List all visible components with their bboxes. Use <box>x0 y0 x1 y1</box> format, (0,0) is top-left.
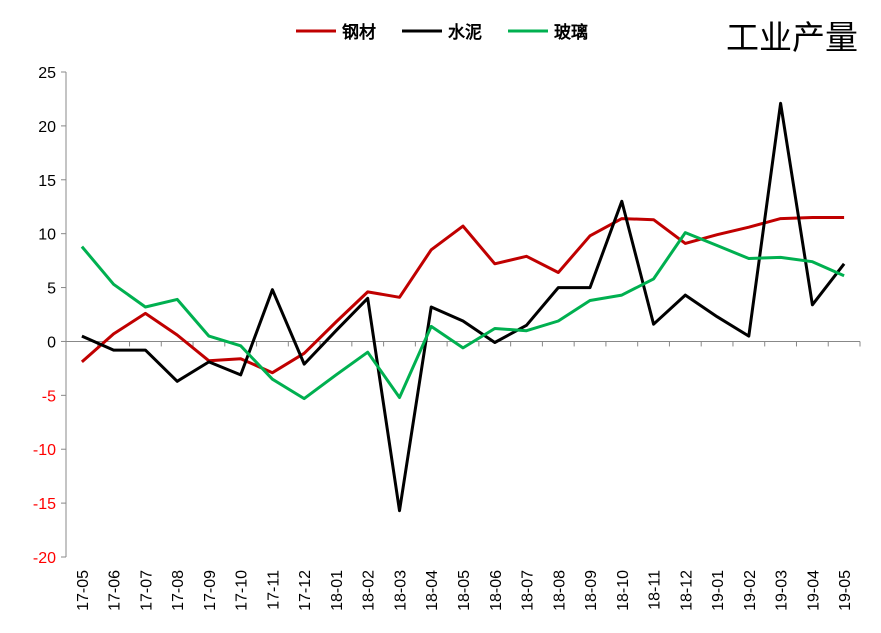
legend-label: 钢材 <box>342 22 376 43</box>
x-tick-label: 19-01 <box>710 570 727 611</box>
x-tick-label: 18-03 <box>392 570 409 611</box>
x-tick-label: 18-08 <box>551 570 568 611</box>
x-tick-label: 19-05 <box>837 570 854 611</box>
y-tick-label: 0 <box>47 334 56 351</box>
y-tick-label: 25 <box>38 65 56 82</box>
x-tick-label: 17-07 <box>138 570 155 611</box>
x-tick-label: 18-04 <box>424 570 441 611</box>
y-tick-label: -5 <box>42 388 56 405</box>
chart-title: 工业产量 <box>726 18 858 57</box>
axes: 25 20 15 10 5 0 -5 -10 -15 -20 17-05 17-06 17-07 17-0… <box>33 65 861 611</box>
series-line-2 <box>81 101 846 513</box>
x-tick-label: 18-10 <box>615 570 632 611</box>
y-tick-label: -15 <box>33 496 56 513</box>
y-tick-label: 15 <box>38 173 56 190</box>
x-tick-label: 17-05 <box>75 570 92 611</box>
x-tick-label: 18-11 <box>647 570 664 610</box>
y-tick-label: 5 <box>47 281 56 298</box>
x-tick-label: 18-02 <box>361 570 378 611</box>
y-tick-label: -10 <box>33 442 56 459</box>
x-tick-label: 18-05 <box>456 570 473 611</box>
x-tick-label: 19-03 <box>774 570 791 611</box>
y-tick-label: 10 <box>38 227 56 244</box>
y-tick-label: -20 <box>33 550 56 567</box>
x-tick-label: 17-10 <box>234 570 251 611</box>
x-tick-label: 19-04 <box>805 570 822 611</box>
x-tick-label: 18-12 <box>678 570 695 611</box>
x-tick-label: 18-09 <box>583 570 600 611</box>
legend-label: 水泥 <box>448 22 482 43</box>
x-tick-label: 18-01 <box>329 570 346 611</box>
x-tick-label: 17-12 <box>297 570 314 611</box>
legend-label: 玻璃 <box>554 22 588 43</box>
legend: 钢材 水泥 玻璃 <box>296 22 588 43</box>
series-line-3 <box>80 231 845 401</box>
x-tick-label: 17-08 <box>170 570 187 611</box>
x-tick-label: 18-07 <box>520 570 537 611</box>
x-tick-label: 19-02 <box>742 570 759 611</box>
x-tick-label: 17-09 <box>202 570 219 611</box>
x-tick-label: 18-06 <box>488 570 505 611</box>
x-tick-label: 17-06 <box>107 570 124 611</box>
series-line-1 <box>80 216 845 375</box>
series-lines <box>80 101 846 513</box>
y-tick-label: 20 <box>38 119 56 136</box>
x-tick-label: 17-11 <box>265 570 282 610</box>
